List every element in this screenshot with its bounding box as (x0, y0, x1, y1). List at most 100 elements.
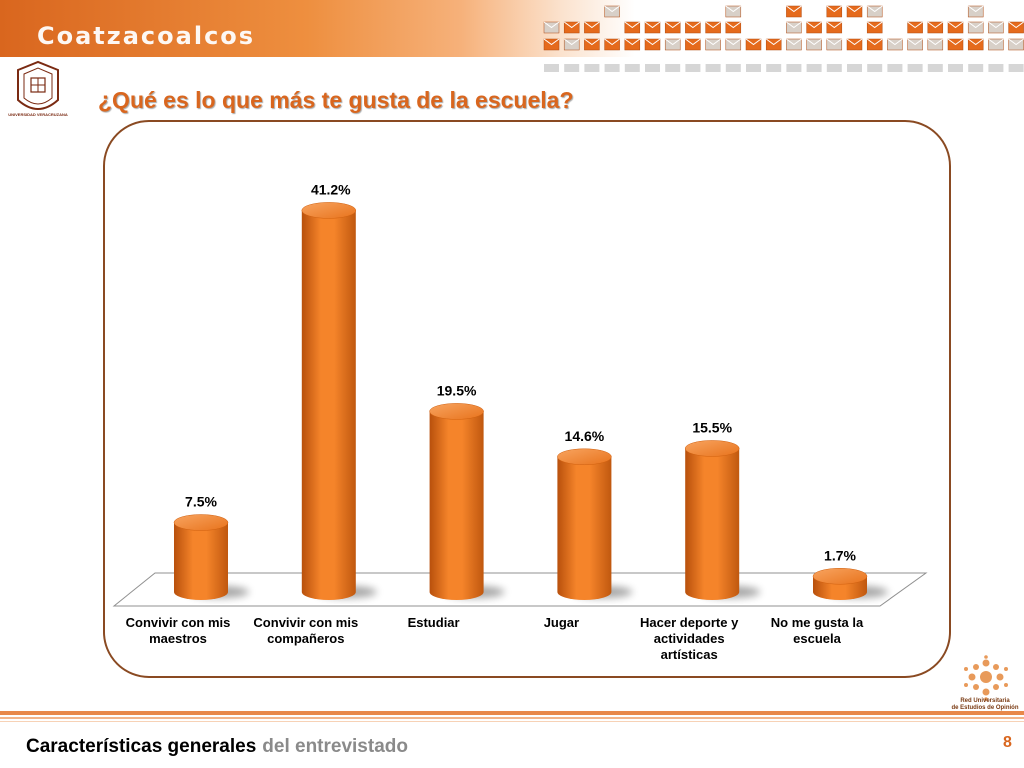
data-label: 14.6% (565, 428, 605, 444)
tile-flap (786, 5, 802, 13)
tile-flap (725, 38, 742, 46)
footer-title-bold: Características generales (26, 736, 257, 757)
tick-label-line: Convivir con mis (125, 615, 231, 630)
data-label: 15.5% (692, 419, 732, 435)
footer-rule-2 (0, 717, 1024, 719)
tile-flap (705, 21, 721, 29)
tick-label-line: No me gusta la (770, 615, 864, 630)
tile (584, 64, 600, 72)
tile-flap (765, 38, 782, 46)
tile-flap (967, 5, 984, 13)
university-logo-label: UNIVERSIDAD VERACRUZANA (8, 112, 68, 117)
chart-frame (103, 120, 951, 678)
tile (665, 64, 681, 72)
tile-flap (907, 38, 923, 46)
bar (174, 522, 228, 600)
network-logo (964, 655, 1008, 701)
data-label: 1.7% (824, 547, 856, 563)
tile (746, 64, 761, 72)
tile-flap (604, 38, 620, 46)
tile-flap (786, 38, 802, 46)
network-logo-line2: de Estudios de Opinión (951, 705, 1019, 711)
tile (927, 64, 943, 72)
footer-title-rest: del entrevistado (262, 736, 408, 757)
tick-label-line: artísticas (660, 647, 718, 662)
tile-flap (806, 21, 822, 29)
bar-top (557, 448, 612, 466)
tile-flap (725, 5, 742, 13)
bar (301, 210, 356, 600)
tile (645, 64, 660, 72)
tile-flap (887, 38, 903, 46)
tick-label-line: maestros (149, 631, 207, 646)
tile-flap (988, 21, 1004, 29)
tile-flap (624, 38, 641, 46)
tile-flap (685, 38, 701, 46)
tile (564, 64, 580, 72)
tile-flap (806, 38, 822, 46)
tile-flap (1008, 21, 1024, 29)
bar (685, 448, 740, 600)
data-label: 19.5% (437, 382, 477, 398)
bar (429, 411, 484, 600)
bar-top (173, 514, 229, 531)
tile-flap (866, 21, 883, 29)
tile-flap (584, 21, 600, 29)
tile (806, 64, 822, 72)
tile (826, 64, 842, 72)
tile (1008, 64, 1024, 72)
university-logo (17, 60, 59, 110)
tile-flap (563, 21, 580, 29)
tile-flap (947, 38, 964, 46)
tick-label-line: escuela (793, 631, 841, 646)
data-label: 41.2% (311, 181, 351, 197)
tile-flap (705, 38, 721, 46)
tile-flap (543, 38, 560, 46)
decorative-tiles (543, 5, 1024, 72)
slide-question: ¿Qué es lo que más te gusta de la escuel… (98, 87, 574, 113)
tile-flap (826, 21, 843, 29)
tick-label-line: Convivir con mis (253, 615, 359, 630)
tile-flap (664, 21, 681, 29)
page-number: 8 (1003, 734, 1012, 751)
tile (705, 64, 721, 72)
tile-flap (967, 38, 984, 46)
footer-title: Características generales del entrevistad… (26, 736, 408, 758)
bar (557, 456, 612, 600)
tile (685, 64, 701, 72)
tile-flap (624, 21, 641, 29)
tile-flap (967, 21, 984, 29)
data-label: 7.5% (185, 494, 217, 510)
tile-flap (543, 21, 560, 29)
tile-flap (644, 21, 661, 29)
tile (604, 64, 620, 72)
tile-flap (846, 38, 863, 46)
tile-flap (988, 38, 1004, 46)
tick-label-line: Estudiar (407, 615, 460, 630)
tick-label-line: actividades (653, 631, 725, 646)
tick-label-line: Hacer deporte y (640, 615, 739, 630)
tick-label: Hacer deporte y actividades artísticas (627, 615, 751, 663)
tile (847, 64, 862, 72)
tick-label-line: compañeros (267, 631, 345, 646)
tile-flap (725, 21, 742, 29)
tile-flap (604, 5, 620, 13)
tile (968, 64, 984, 72)
tile-flap (826, 38, 843, 46)
tile-flap (866, 5, 883, 13)
tile (907, 64, 923, 72)
tile-flap (947, 21, 964, 29)
footer-rule (0, 711, 1024, 715)
tick-label-line: Jugar (543, 615, 580, 630)
tile (867, 64, 883, 72)
tile-flap (866, 38, 883, 46)
tile-flap (927, 21, 944, 29)
network-logo-label: Red Universitaria de Estudios de Opinión (946, 698, 1024, 712)
tick-label: No me gusta la escuela (755, 615, 879, 647)
bar-top (429, 403, 484, 420)
tile-flap (563, 38, 580, 46)
tile-flap (826, 5, 843, 13)
tile-flap (685, 21, 701, 29)
tile-flap (644, 38, 661, 46)
